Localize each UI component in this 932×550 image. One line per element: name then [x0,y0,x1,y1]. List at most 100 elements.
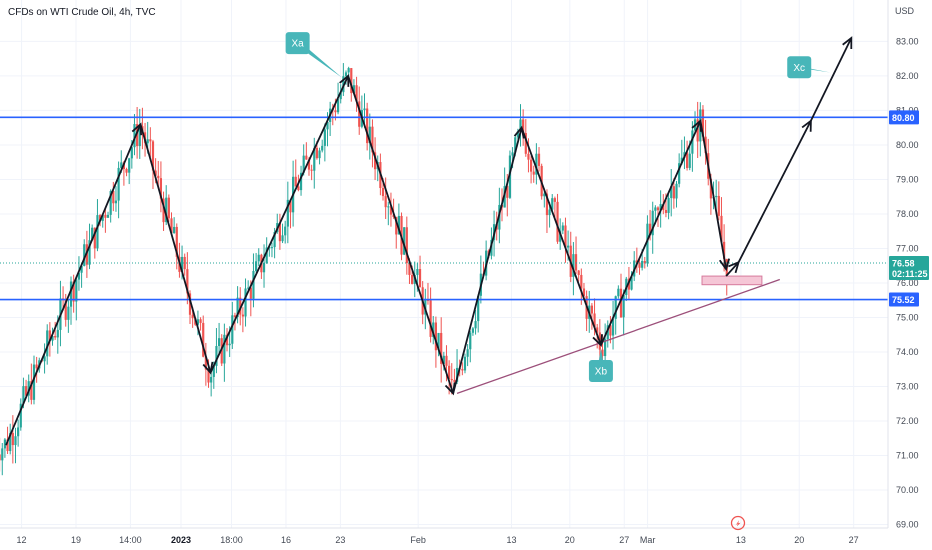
candle-body [35,364,38,369]
callout-label: Xc [793,63,805,74]
candle-body [440,332,443,364]
candle-body [14,436,17,446]
candle-body [717,195,720,216]
candle-body [128,158,131,173]
candle-body [220,338,223,364]
candle-body [680,157,683,164]
candle-body [344,72,348,77]
candle-body [477,295,480,322]
candle-body [384,196,387,208]
candle-body [106,214,110,218]
candle-body [685,152,689,168]
candle-body [659,204,662,211]
zigzag-leg [452,127,523,394]
candle-body [133,124,136,148]
candle-body [19,403,22,428]
candle-body [604,339,607,357]
price-tick-label: 79.00 [896,174,919,184]
candle-body [590,305,594,314]
candle-body [244,288,247,317]
projection-arrowhead [842,36,853,49]
candle-body [611,318,615,336]
candle-body [654,207,657,211]
candle-body [67,306,70,320]
time-axis[interactable]: 12 19 14:00 2023 18:00 16 23 Feb 13 20 27 Mar 13 20 27 [17,535,859,545]
candle-body [545,193,549,216]
price-tick-label: 75.00 [896,312,919,322]
candle-body [564,225,567,248]
time-tick-label: Feb [410,535,426,545]
price-tick-label: 74.00 [896,347,919,357]
candle-body [358,101,361,127]
candle-body [527,153,530,160]
price-tick-label: 76.00 [896,278,919,288]
tradingview-logo-icon[interactable] [730,515,746,531]
candle-body [715,195,718,198]
price-tick-label: 77.00 [896,243,919,253]
candle-body [641,260,644,268]
candle-body [506,186,509,198]
candle-body [617,288,620,297]
candle-body [54,336,57,338]
candle-body [315,147,319,159]
price-tick-label: 70.00 [896,485,919,495]
level-price-tag [889,110,919,125]
candle-body [162,198,165,223]
time-tick-label: 18:00 [220,535,243,545]
candle-body [672,186,675,199]
candle-body [516,131,519,138]
candle-body [720,215,723,242]
support-zone-rect [701,275,763,286]
candle-body [556,201,559,242]
candle-body [180,256,184,272]
candle-body [273,232,276,248]
candle-body [326,121,329,130]
candle-body [302,155,305,173]
candle-body [56,329,59,338]
candle-body [11,432,14,446]
candle-body [366,108,369,144]
candle-body [93,227,96,249]
callout-pointer [293,43,342,78]
drawings: Xa Xb Xc [5,32,853,446]
candle-body [307,159,311,170]
candle-body [701,109,705,137]
price-tick-label: 80.00 [896,140,919,150]
candle-body [662,204,665,210]
candle-body [336,99,340,113]
candle-body [368,126,371,144]
callout-box [588,359,613,382]
candle-body [212,365,215,377]
candle-body [514,137,517,153]
candle-body [183,256,186,270]
candle-body [236,297,239,317]
candle-body [239,297,242,315]
candle-body [395,217,398,235]
candle-body [278,223,281,242]
candle-body [580,274,583,289]
current-price-tag [889,255,929,280]
candle-body [582,288,586,297]
candle-body [437,332,440,351]
projection-leg [725,261,740,277]
time-tick-label: Mar [640,535,656,545]
candle-body [321,145,324,151]
candle-body [64,300,67,320]
candle-body [448,365,451,379]
candle-body [204,356,207,370]
candle-body [0,454,1,461]
price-tick-label: 78.00 [896,209,919,219]
candle-body [252,270,255,299]
candle-body [257,254,260,262]
candle-body [656,207,660,211]
candle-body [294,176,297,187]
candle-countdown: 02:11:25 [892,269,928,279]
candle-body [453,380,456,382]
candle-body [593,313,596,328]
projection-leg [737,120,812,263]
candle-body [574,254,578,271]
candle-body [442,355,445,364]
candle-body [225,334,229,346]
candle-body [188,293,192,315]
